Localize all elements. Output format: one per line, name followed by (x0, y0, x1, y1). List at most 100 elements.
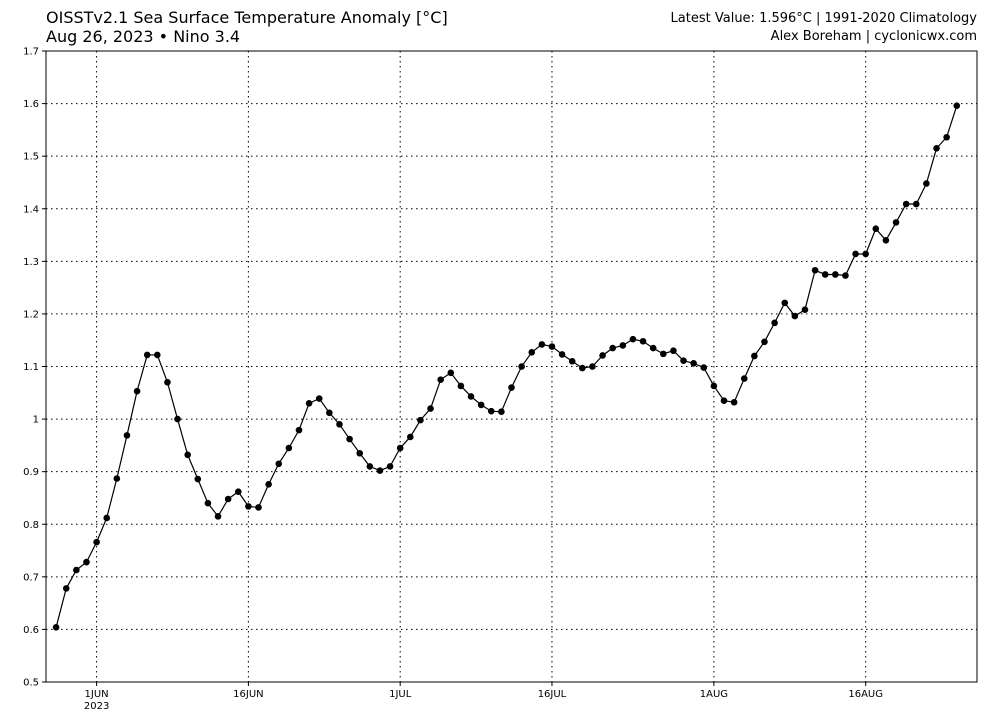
region-name: Nino 3.4 (173, 27, 241, 46)
series-line (55, 105, 958, 628)
data-point (518, 363, 525, 370)
data-point (427, 405, 434, 412)
data-point (730, 398, 738, 406)
data-point (791, 312, 799, 320)
chart-date: Aug 26, 2023 (46, 27, 154, 46)
data-point (305, 400, 313, 407)
data-point (73, 566, 80, 574)
data-point (285, 444, 293, 452)
data-point (336, 421, 343, 428)
data-point (649, 344, 657, 352)
data-point (93, 538, 100, 546)
data-point (376, 467, 384, 474)
y-tick-label: 0.8 (23, 520, 39, 531)
data-point (457, 382, 465, 390)
data-point (751, 352, 758, 360)
data-point (579, 364, 586, 372)
x-tick-sublabel: 2023 (84, 701, 109, 712)
data-point (882, 237, 890, 244)
data-point (619, 342, 627, 349)
data-point (467, 393, 475, 400)
data-point (599, 352, 606, 359)
data-point (639, 337, 647, 345)
y-tick-label: 1.4 (23, 204, 39, 215)
data-point (771, 319, 778, 327)
data-point (821, 271, 829, 278)
y-tick-label: 1.6 (23, 99, 39, 110)
x-tick-label: 1AUG (700, 689, 728, 700)
data-point (154, 351, 161, 359)
data-point (862, 250, 869, 258)
data-point (487, 407, 495, 415)
y-tick-label: 1 (33, 415, 39, 426)
data-point (761, 338, 768, 346)
data-point (255, 504, 262, 511)
y-tick-label: 1.5 (23, 152, 39, 163)
data-point (437, 376, 444, 383)
data-point (356, 449, 364, 457)
data-point (113, 475, 121, 482)
data-point (680, 357, 687, 365)
data-point (214, 513, 222, 520)
y-tick-label: 0.7 (23, 572, 39, 583)
data-point (315, 395, 323, 402)
data-point (548, 343, 556, 350)
chart-title: OISSTv2.1 Sea Surface Temperature Anomal… (46, 8, 448, 27)
x-tick-label: 1JUN (85, 689, 109, 700)
data-point (781, 299, 789, 307)
y-tick-label: 1.3 (23, 257, 39, 268)
y-tick-label: 0.6 (23, 625, 39, 636)
y-tick-label: 0.9 (23, 467, 39, 478)
data-point (933, 144, 940, 152)
data-point (801, 306, 809, 314)
data-point (892, 219, 900, 226)
data-point (234, 488, 242, 495)
data-point (943, 133, 950, 141)
data-point (700, 364, 708, 371)
data-point (589, 363, 596, 370)
data-point (690, 360, 697, 367)
data-point (447, 369, 455, 377)
data-point (224, 495, 232, 503)
latest-value-text: Latest Value: 1.596°C | 1991-2020 Climat… (670, 11, 977, 26)
data-point (477, 401, 485, 409)
data-point (629, 335, 637, 343)
data-point (842, 272, 849, 279)
x-tick-label: 1JUL (389, 689, 412, 700)
data-point (326, 409, 333, 417)
y-tick-label: 1.1 (23, 362, 39, 373)
data-point (366, 463, 374, 470)
data-point (568, 357, 576, 365)
data-point (912, 200, 920, 208)
data-point (83, 558, 90, 566)
data-point (832, 271, 839, 278)
data-point (295, 426, 303, 434)
x-tick-label: 16AUG (848, 689, 883, 700)
credit-text: Alex Boreham | cyclonicwx.com (770, 29, 977, 44)
plot-frame (45, 50, 978, 683)
data-point (528, 349, 536, 356)
separator-dot: • (158, 27, 169, 46)
data-point (143, 351, 151, 359)
data-point (275, 460, 283, 468)
data-point (133, 387, 141, 395)
data-point (396, 444, 404, 452)
data-point (174, 415, 181, 423)
chart-subtitle: Aug 26, 2023 • Nino 3.4 (46, 27, 240, 46)
data-point (923, 180, 930, 187)
y-tick-label: 1.7 (23, 47, 39, 58)
data-point (508, 384, 515, 391)
data-point (720, 397, 728, 404)
y-tick-label: 0.5 (23, 678, 39, 689)
data-point (538, 341, 546, 348)
data-point (558, 351, 566, 358)
data-point (902, 200, 910, 208)
data-point (123, 432, 131, 439)
data-point (872, 225, 880, 233)
data-point (103, 514, 111, 522)
data-point (265, 480, 272, 488)
data-point (62, 585, 70, 592)
y-tick-label: 1.2 (23, 309, 39, 320)
data-point (498, 408, 505, 416)
